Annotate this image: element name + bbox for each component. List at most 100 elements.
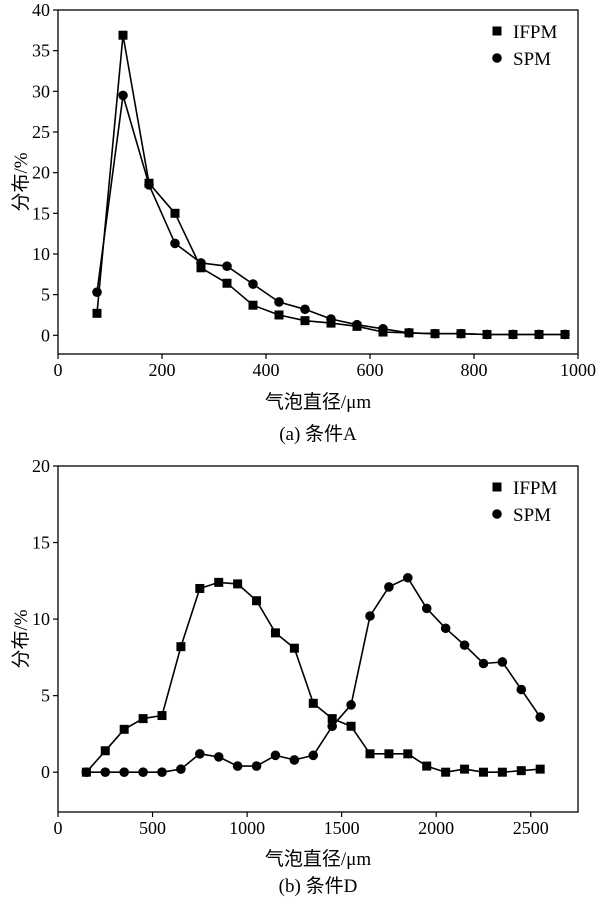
y-tick-label: 40	[32, 0, 50, 20]
spm-point	[482, 329, 492, 340]
ifpm-point	[365, 749, 375, 759]
x-tick-label: 1000	[560, 360, 596, 380]
y-axis-title: 分布/%	[10, 609, 32, 668]
spm-point	[176, 764, 186, 774]
ifpm-legend-label: IFPM	[513, 478, 557, 499]
spm-line	[96, 94, 565, 336]
ifpm-point	[422, 761, 432, 771]
ifpm-points	[92, 30, 570, 339]
y-tick-label: 15	[32, 203, 50, 223]
ifpm-point	[118, 30, 128, 40]
y-tick-label: 0	[41, 325, 50, 345]
spm-point	[478, 658, 489, 669]
ifpm-point	[346, 721, 356, 731]
ifpm-point	[248, 300, 258, 310]
spm-points	[81, 572, 545, 777]
spm-point	[534, 329, 544, 340]
spm-point	[170, 238, 180, 249]
ifpm-point	[196, 263, 206, 273]
ifpm-point	[270, 628, 280, 638]
y-tick-label: 0	[41, 762, 50, 782]
ifpm-point	[100, 746, 110, 756]
y-axis-title: 分布/%	[10, 152, 32, 211]
spm-point	[270, 750, 281, 761]
ifpm-point	[460, 764, 470, 774]
plot-frame	[57, 9, 579, 355]
ifpm-point	[138, 714, 148, 724]
chart-caption: (a) 条件A	[279, 423, 357, 445]
plot-frame	[57, 465, 579, 813]
spm-point	[92, 287, 102, 297]
spm-point	[100, 767, 111, 777]
spm-point	[157, 767, 167, 777]
spm-point	[384, 582, 394, 592]
spm-legend-label: SPM	[513, 49, 551, 70]
ifpm-point	[384, 749, 394, 759]
y-tick-label: 30	[32, 81, 50, 101]
spm-point	[456, 328, 466, 339]
ifpm-point	[157, 711, 167, 721]
spm-point	[144, 180, 154, 190]
y-tick-label: 20	[32, 163, 50, 183]
spm-point	[403, 572, 413, 583]
spm-line	[86, 576, 541, 774]
ifpm-legend-label: IFPM	[513, 22, 557, 43]
ifpm-point	[327, 714, 337, 724]
ifpm-point	[119, 724, 129, 734]
spm-point	[119, 767, 129, 777]
y-tick-label: 25	[32, 122, 50, 142]
x-tick-label: 500	[139, 818, 166, 838]
spm-point	[300, 304, 310, 315]
ifpm-point	[497, 767, 507, 777]
ifpm-point	[195, 583, 205, 593]
ifpm-point	[403, 749, 413, 759]
ifpm-point	[441, 767, 451, 777]
legend: IFPM SPM	[492, 478, 557, 526]
spm-point	[497, 657, 508, 667]
spm-point	[326, 314, 336, 324]
ifpm-line	[96, 34, 565, 336]
spm-point	[251, 761, 262, 771]
ifpm-point	[170, 208, 180, 218]
spm-point	[118, 90, 128, 101]
x-tick-label: 0	[54, 818, 63, 838]
spm-point	[222, 261, 232, 271]
y-tick-label: 35	[32, 41, 50, 61]
spm-point	[213, 752, 224, 762]
x-tick-label: 800	[461, 360, 488, 380]
ifpm-point	[92, 308, 102, 318]
x-tick-label: 400	[253, 360, 280, 380]
ifpm-point	[516, 766, 526, 776]
spm-point	[535, 712, 545, 722]
ifpm-point	[252, 596, 262, 606]
chart-b: 0 500 1000 1500 2000 2500 0 5 10 15 20 气泡直径/μm 分布/% (…	[10, 456, 579, 897]
y-tick-label: 10	[32, 244, 50, 264]
x-axis-title: 气泡直径/μm	[265, 391, 371, 413]
spm-point	[430, 328, 440, 339]
y-tick-label: 20	[32, 456, 50, 476]
chart-caption: (b) 条件D	[279, 875, 358, 897]
ifpm-legend-marker	[492, 482, 502, 492]
spm-point	[308, 750, 319, 761]
x-tick-label: 2500	[513, 818, 549, 838]
x-tick-label: 200	[149, 360, 176, 380]
spm-point	[196, 258, 206, 268]
spm-legend-marker	[492, 509, 502, 519]
spm-point	[346, 700, 356, 710]
y-tick-label: 5	[41, 285, 50, 305]
spm-point	[248, 279, 258, 289]
spm-point	[508, 329, 518, 340]
legend: IFPM SPM	[492, 22, 557, 70]
spm-point	[138, 767, 148, 777]
x-axis-title: 气泡直径/μm	[265, 848, 371, 870]
ifpm-point	[478, 767, 488, 777]
ifpm-point	[289, 643, 299, 653]
x-tick-label: 2000	[418, 818, 454, 838]
chart-a: 0 200 400 600 800 1000 0 5 10 15 20 25 30 35 40 气泡直径/μm…	[10, 0, 596, 445]
y-tick-label: 10	[32, 609, 50, 629]
spm-point	[404, 328, 414, 338]
spm-point	[421, 603, 432, 614]
ifpm-point	[176, 642, 186, 652]
spm-point	[274, 297, 284, 307]
y-tick-label: 5	[41, 686, 50, 706]
